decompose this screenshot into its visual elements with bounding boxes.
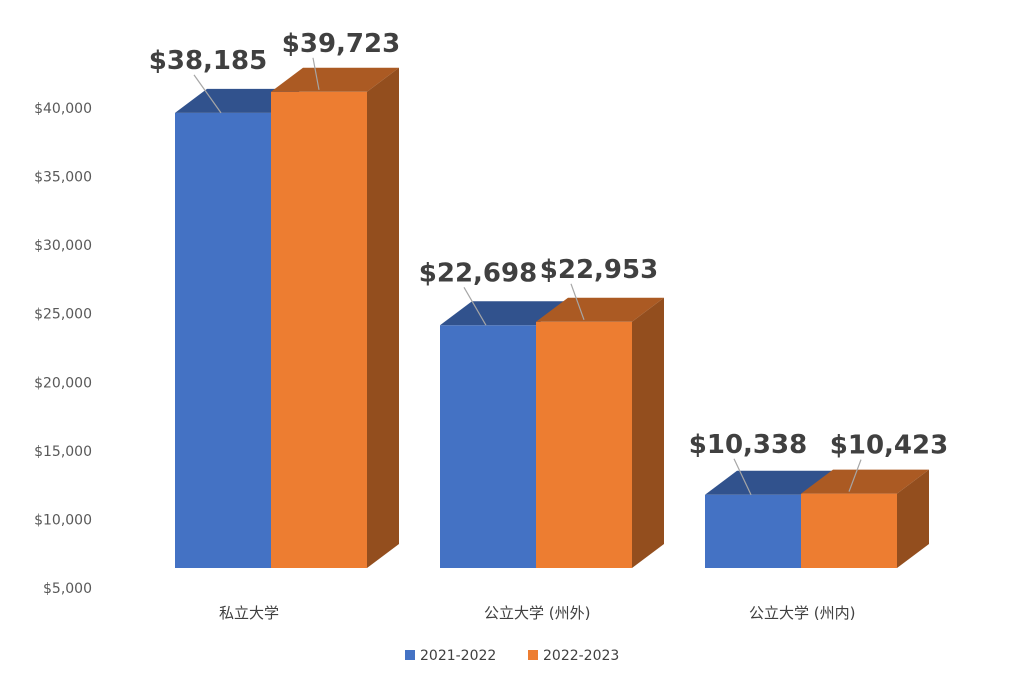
data-label: $22,953	[540, 255, 658, 285]
y-tick-label: $40,000	[34, 101, 92, 117]
y-axis: $5,000 $10,000 $15,000 $20,000 $25,000 $30,00…	[34, 101, 92, 597]
bar-side	[367, 67, 399, 568]
leader-line	[463, 286, 487, 326]
bar-side	[632, 297, 664, 568]
bar-front	[801, 493, 897, 568]
data-labels-group: $38,185 $39,723 $22,698 $22,953 $10,338 $10,4…	[149, 29, 948, 496]
bar-front	[440, 325, 536, 568]
bar-side	[897, 469, 929, 568]
y-tick-label: $35,000	[34, 170, 92, 186]
y-tick-label: $30,000	[34, 238, 92, 254]
data-label: $10,338	[689, 430, 807, 460]
data-label: $22,698	[419, 258, 537, 288]
bar-front	[536, 321, 632, 568]
y-tick-label: $25,000	[34, 307, 92, 323]
bar-top	[440, 301, 568, 326]
bar-top	[801, 469, 929, 494]
data-label: $10,423	[830, 431, 948, 461]
legend-label: 2022-2023	[543, 648, 619, 664]
bars-group	[175, 67, 929, 569]
legend-swatch	[528, 650, 538, 660]
bar-front	[175, 112, 271, 569]
y-tick-label: $15,000	[34, 444, 92, 460]
legend-label: 2021-2022	[420, 648, 496, 664]
bar-front	[705, 494, 801, 568]
x-axis: 私立大学 公立大学 (州外) 公立大学 (州内)	[219, 604, 855, 622]
y-tick-label: $20,000	[34, 375, 92, 391]
leader-line	[733, 458, 752, 496]
y-tick-label: $10,000	[34, 512, 92, 528]
leader-line	[312, 57, 320, 90]
leader-line	[193, 74, 222, 114]
x-tick-label: 私立大学	[219, 604, 279, 622]
legend: 2021-2022 2022-2023	[405, 648, 619, 664]
bar-top	[705, 470, 833, 495]
bar-top	[536, 297, 664, 322]
leader-line	[848, 459, 862, 492]
x-tick-label: 公立大学 (州内)	[749, 604, 855, 622]
y-tick-label: $5,000	[43, 581, 92, 597]
data-label: $38,185	[149, 46, 267, 76]
data-label: $39,723	[282, 29, 400, 59]
bar-front	[271, 91, 367, 568]
x-tick-label: 公立大学 (州外)	[484, 604, 590, 622]
bar-top	[271, 67, 399, 92]
legend-swatch	[405, 650, 415, 660]
leader-line	[570, 283, 585, 320]
